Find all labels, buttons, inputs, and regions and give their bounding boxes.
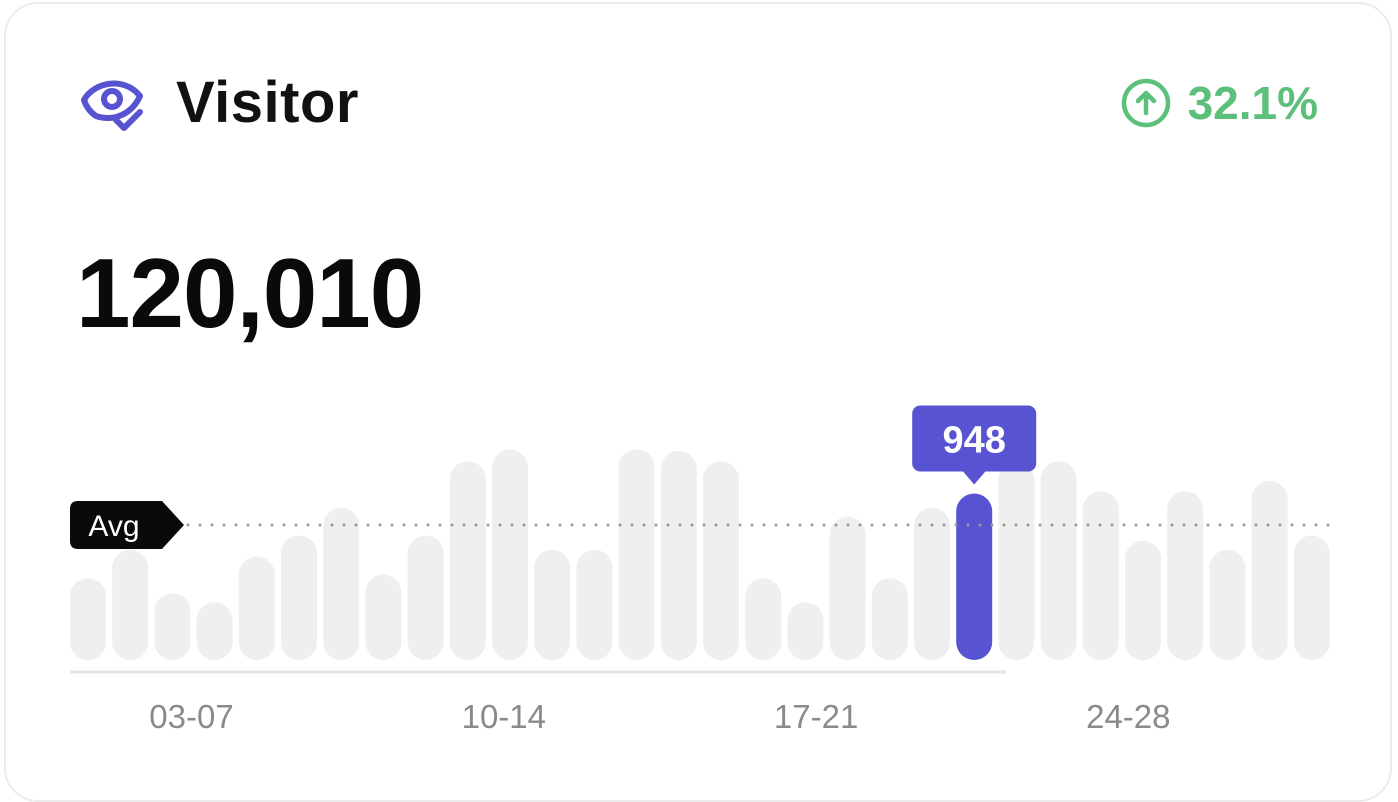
bar[interactable] <box>323 507 360 661</box>
x-tick-label: 24-28 <box>1086 698 1170 735</box>
average-badge: Avg <box>70 501 184 549</box>
bar[interactable] <box>1209 549 1246 661</box>
bar[interactable] <box>787 602 824 661</box>
average-badge-label: Avg <box>88 510 139 543</box>
tooltip-value: 948 <box>942 420 1005 462</box>
bar[interactable] <box>407 535 444 661</box>
bar[interactable] <box>576 549 613 661</box>
total-visitors: 120,010 <box>76 238 424 348</box>
bar[interactable] <box>281 535 317 661</box>
x-tick-label: 10-14 <box>462 698 546 735</box>
bar[interactable] <box>196 602 233 661</box>
bar[interactable] <box>1293 535 1330 661</box>
bar[interactable] <box>660 450 697 661</box>
tooltip-arrow <box>962 470 987 485</box>
x-tick-label: 17-21 <box>774 698 858 735</box>
bar[interactable] <box>449 461 486 661</box>
bar[interactable] <box>238 556 275 661</box>
bar[interactable] <box>829 516 866 661</box>
bar[interactable] <box>914 507 950 661</box>
bar[interactable] <box>534 549 571 661</box>
tooltip-box <box>912 405 1037 472</box>
bar[interactable] <box>745 578 782 661</box>
bar-group <box>70 449 1330 661</box>
bar[interactable] <box>1040 461 1077 661</box>
bar[interactable] <box>1125 540 1161 661</box>
bar[interactable] <box>154 593 191 661</box>
bar-highlighted[interactable] <box>956 493 993 661</box>
bar[interactable] <box>70 578 106 661</box>
bar[interactable] <box>492 449 528 661</box>
bar[interactable] <box>618 449 655 661</box>
bar[interactable] <box>1167 491 1204 661</box>
bar[interactable] <box>365 574 402 661</box>
bar[interactable] <box>1082 491 1119 661</box>
x-tick-label: 03-07 <box>149 698 233 735</box>
arrow-up-circle-icon <box>1121 78 1170 128</box>
bar[interactable] <box>112 549 149 661</box>
bar[interactable] <box>703 461 739 661</box>
bar[interactable] <box>871 578 908 661</box>
highlight-tooltip: 948 <box>912 405 1037 485</box>
x-tick-labels: 03-07 10-14 17-21 24-28 <box>149 698 1170 735</box>
card-title: Visitor <box>176 70 359 135</box>
bar[interactable] <box>1251 480 1288 661</box>
visitor-card: Visitor 32.1% 120,010 <box>4 2 1392 802</box>
eye-check-icon <box>81 80 143 131</box>
change-indicator: 32.1% <box>1120 76 1318 130</box>
change-value: 32.1% <box>1187 77 1318 129</box>
bar[interactable] <box>998 461 1035 661</box>
average-badge-shape <box>70 501 184 549</box>
